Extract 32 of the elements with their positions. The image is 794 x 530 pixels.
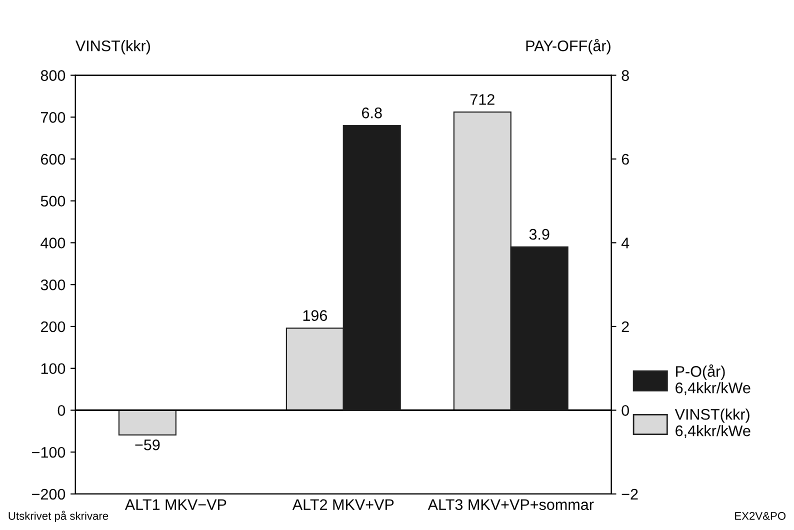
y-tick-label: −200 [32,488,66,500]
y-tick-label: 400 [40,238,66,248]
legend-label: P-O(år) 6,4kkr/kWe [676,364,750,396]
y2-tick-label: 0 [622,405,629,416]
y2-tick-label: 8 [622,70,629,81]
bar [118,410,176,436]
y-tick-label: 300 [40,279,66,290]
y-tick-label: 0 [58,405,66,416]
y-tick-label: 700 [41,112,66,123]
y-axis-title: VINST(kkr) [75,40,150,54]
x-tick-label: ALT1 MKV−VP [124,499,226,510]
x-tick-label: ALT3 MKV+VP+sommar [428,499,594,510]
y2-tick-label: −2 [622,488,638,500]
y2-tick-label: 4 [621,238,630,248]
data-label: −59 [135,439,160,450]
data-label: 3.9 [529,228,550,240]
x-tick-label: ALT2 MKV+VP [292,499,394,510]
data-label: 196 [303,310,328,321]
y-tick-label: 500 [40,196,66,207]
data-label: 6.8 [362,108,382,118]
data-label: 712 [470,94,494,105]
y2-axis-title: PAY-OFF(år) [526,38,610,54]
y-tick-label: 600 [40,154,66,165]
y-tick-label: 200 [40,321,66,332]
y-tick-label: 800 [40,70,66,81]
y2-tick-label: 2 [622,321,629,332]
y-tick-label: −100 [32,446,66,458]
text: Utskrivet på skrivare [8,510,108,522]
y2-tick-label: 6 [622,154,629,165]
text: EX2V&PO [735,512,786,520]
y-tick-label: 100 [41,363,66,374]
legend-label: VINST(kkr) 6,4kkr/kWe [674,408,750,438]
